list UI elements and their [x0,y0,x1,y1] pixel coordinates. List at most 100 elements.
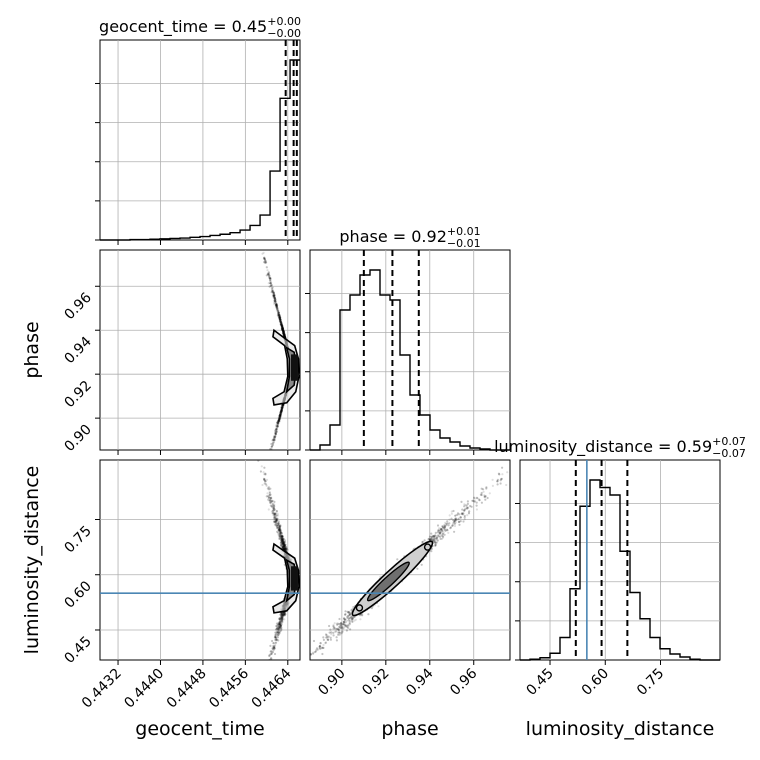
scatter-point [275,306,278,309]
scatter-point [263,258,266,261]
scatter-point [271,290,274,293]
scatter-point [255,227,257,229]
scatter-point [279,534,282,537]
scatter-point [255,446,257,448]
scatter-point [280,536,283,539]
scatter-point [263,479,266,482]
scatter-point [279,319,282,322]
scatter-point [274,631,277,634]
scatter-point [277,623,280,626]
scatter-point [282,328,285,331]
scatter-point [253,510,255,512]
scatter-point [254,496,256,498]
scatter-point [265,495,268,498]
scatter-point [259,496,261,498]
scatter-point [259,493,261,495]
scatter-point [273,297,276,300]
scatter-point [268,491,271,495]
scatter-point [274,520,277,524]
scatter-point [272,512,275,515]
scatter-point [277,418,280,421]
scatter-point [282,334,285,337]
scatter-point [281,329,284,332]
scatter-point [277,310,280,313]
scatter-point [272,504,276,507]
scatter-point [276,636,279,639]
scatter-point [281,327,284,330]
scatter-point [273,294,276,297]
scatter-point [279,534,282,537]
scatter-point [255,451,257,453]
scatter-point [268,499,271,502]
scatter-point [268,499,272,502]
scatter-point [273,297,276,300]
scatter-point [277,627,280,631]
scatter-point [260,487,262,489]
scatter-point [280,324,284,328]
scatter-point [282,404,285,407]
scatter-point [260,490,262,492]
scatter-point [263,482,266,485]
scatter-point [279,414,282,417]
scatter-point [278,524,281,527]
scatter-point [272,295,275,298]
scatter-point [281,614,284,617]
scatter-point [282,543,285,546]
scatter-point [278,316,281,319]
scatter-point [264,261,267,264]
scatter-point [278,316,281,319]
scatter-point [278,416,281,419]
scatter-point [278,417,281,421]
scatter-point [275,519,278,522]
scatter-point [258,492,260,494]
scatter-point [280,614,283,618]
scatter-point [278,316,281,319]
scatter-point [283,335,286,338]
scatter-point [278,318,282,321]
scatter-point [280,324,283,327]
scatter-point [281,618,284,621]
scatter-point [272,294,275,297]
scatter-point [277,419,280,422]
scatter-point [281,328,284,331]
scatter-point [281,327,285,330]
scatter-point [272,516,276,519]
scatter-point [279,413,282,416]
scatter-point [283,612,286,616]
scatter-point [275,304,279,307]
scatter-point [277,315,280,318]
scatter-point [279,623,282,627]
scatter-point [238,163,240,165]
scatter-point [275,524,278,528]
scatter-point [279,411,282,414]
scatter-point [263,478,266,481]
scatter-point [285,547,288,550]
scatter-point [257,233,259,235]
scatter-point [282,330,285,333]
scatter-point [252,521,254,523]
scatter-point [278,417,281,420]
scatter-point [278,414,281,418]
scatter-point [274,432,277,435]
scatter-point [281,327,284,330]
scatter-point [279,626,282,630]
scatter-point [277,420,280,423]
scatter-point [281,407,284,410]
scatter-point [278,420,281,423]
scatter-point [281,534,284,537]
scatter-point [281,326,284,329]
scatter-point [265,478,269,481]
scatter-point [278,319,281,322]
scatter-point [252,423,254,425]
scatter-point [277,315,280,318]
scatter-point [264,473,267,476]
scatter-point [265,495,268,498]
scatter-point [278,417,281,420]
scatter-point [282,331,285,334]
scatter-point [274,433,278,436]
scatter-point [267,275,271,278]
scatter-point [280,406,284,409]
scatter-point [276,622,280,625]
scatter-point [278,315,281,318]
scatter-point [278,414,281,417]
